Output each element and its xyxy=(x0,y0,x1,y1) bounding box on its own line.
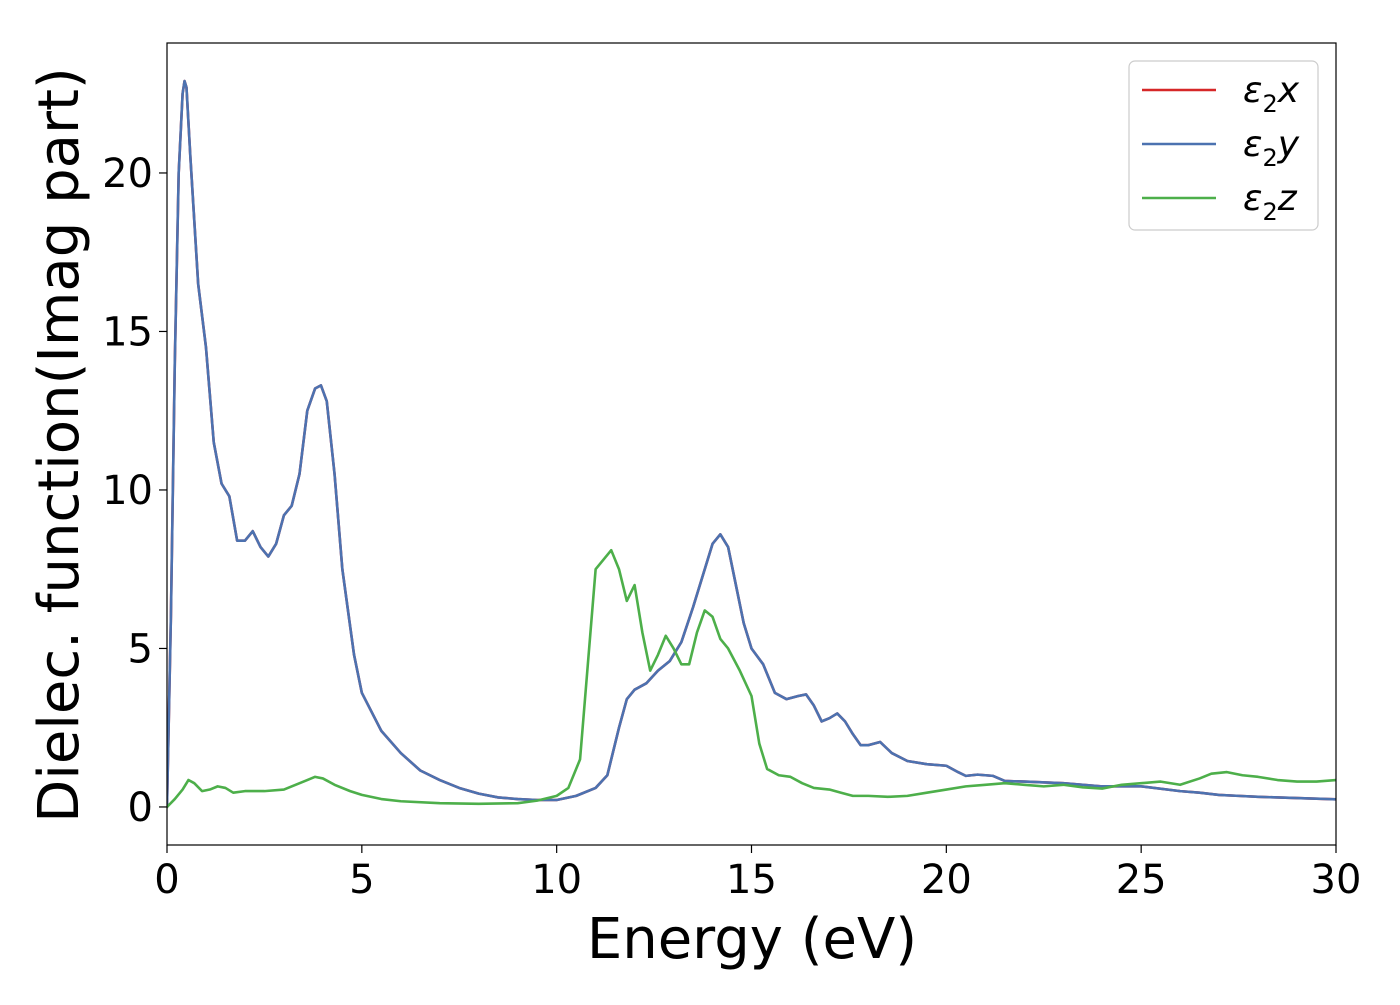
legend-entry-y: ε2y xyxy=(1243,124,1300,172)
y-axis-label: Dielec. function(Imag part) xyxy=(27,67,92,823)
legend-entry-x: ε2x xyxy=(1243,70,1300,118)
legend-entry-z: ε2z xyxy=(1243,178,1298,226)
x-axis-ticks: 0 5 10 15 20 25 30 xyxy=(154,845,1361,903)
y-tick-label: 10 xyxy=(102,468,153,514)
y-axis-ticks: 0 5 10 15 20 xyxy=(102,151,167,831)
y-tick-label: 0 xyxy=(128,785,153,831)
y-tick-label: 15 xyxy=(102,309,153,355)
series-line-y xyxy=(167,79,1336,809)
x-tick-label: 10 xyxy=(531,857,582,903)
y-tick-label: 20 xyxy=(102,151,153,197)
x-tick-label: 25 xyxy=(1116,857,1167,903)
series-line-z xyxy=(167,548,1336,809)
x-tick-label: 30 xyxy=(1311,857,1362,903)
x-tick-label: 5 xyxy=(349,857,374,903)
legend-box xyxy=(1128,60,1319,231)
y-tick-label: 5 xyxy=(128,626,153,672)
legend: ε2x ε2y ε2z xyxy=(1128,60,1319,231)
x-tick-label: 0 xyxy=(154,857,179,903)
x-tick-label: 15 xyxy=(726,857,777,903)
series-group xyxy=(167,79,1336,809)
x-axis-label: Energy (eV) xyxy=(587,907,917,972)
x-tick-label: 20 xyxy=(921,857,972,903)
